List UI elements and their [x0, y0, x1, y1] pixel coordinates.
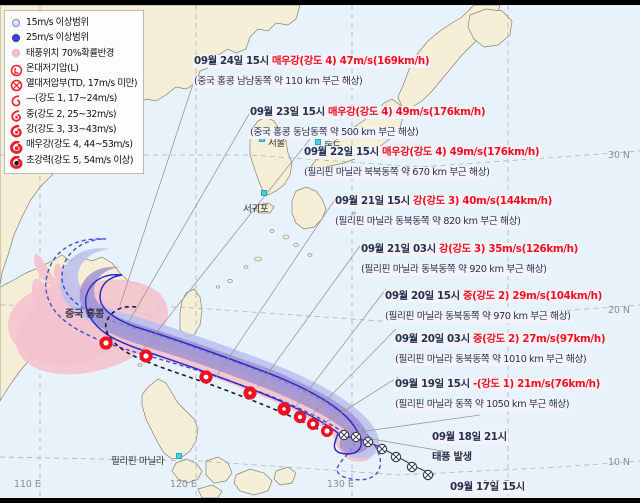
forecast-label-3: 09월 21일 15시 강(강도 3) 40m/s(144km/h) (필리핀 …	[334, 195, 553, 228]
legend-item-8: 매우강(강도 4, 44~53m/s)	[9, 137, 139, 154]
circle-filled-pink-icon	[9, 47, 24, 60]
history-point-symbol	[406, 461, 418, 473]
history-track-group	[337, 429, 435, 481]
typhoon-grade3-symbol-icon	[9, 123, 24, 138]
map-canvas[interactable]: 110 E 120 E 130 E 140 E 30 N 20 N 10 N 서…	[0, 5, 640, 498]
history-point-symbol	[350, 431, 362, 443]
forecast-symbol-current	[321, 425, 333, 437]
lat-label-30n: 30 N	[608, 150, 630, 161]
tropical-depression-symbol-icon	[9, 77, 24, 92]
forecast-symbol-group	[99, 336, 333, 437]
legend-item-6: 중(강도 2, 25~32m/s)	[9, 107, 139, 122]
forecast-symbol-point	[243, 386, 257, 400]
legend-item-1: 25m/s 이상범위	[9, 30, 139, 45]
region-label-china-hongkong: 중국 홍콩	[65, 308, 104, 320]
wind-25ms-area	[79, 266, 370, 454]
circle-filled-blue-icon	[9, 31, 24, 44]
forecast-label-2: 09월 22일 15시 매우강(강도 4) 49m/s(176km/h) (필리…	[303, 146, 541, 179]
circle-outline-light-blue-icon	[9, 16, 24, 29]
place-marker-icon	[261, 190, 267, 196]
legend-item-3: 온대저기압(L)	[9, 61, 139, 77]
forecast-track-centerline	[104, 305, 319, 430]
forecast-label-5: 09월 20일 15시 중(강도 2) 29m/s(104km/h) (필리핀 …	[384, 290, 603, 323]
lon-label-110e: 110 E	[14, 479, 41, 490]
history-point-symbol	[362, 436, 374, 448]
forecast-symbol-point	[307, 418, 319, 430]
place-label-seogwipo: 서귀포	[243, 190, 269, 215]
lat-label-20n: 20 N	[608, 305, 630, 316]
legend-item-9: 초강력(강도 5, 54m/s 이상)	[9, 153, 139, 169]
history-point-symbol	[390, 451, 402, 463]
legend-item-4: 열대저압부(TD, 17m/s 미만)	[9, 76, 139, 92]
place-marker-icon	[315, 139, 321, 145]
history-point-symbol	[338, 429, 350, 441]
place-label-manila: 필리핀 마닐라	[111, 453, 182, 467]
forecast-symbol-point	[199, 370, 213, 384]
leader-line-group	[119, 74, 481, 456]
wind-25ms-outline	[84, 273, 362, 455]
history-label-0: 09월 18일 21시 태풍 발생	[431, 431, 508, 464]
legend-item-7: 강(강도 3, 33~43m/s)	[9, 122, 139, 138]
history-point-symbol	[376, 443, 388, 455]
typhoon-grade4-symbol-icon	[9, 139, 24, 154]
forecast-label-1: 09월 23일 15시 매우강(강도 4) 49m/s(176km/h) (중국…	[249, 106, 487, 139]
legend-item-2: 태풍위치 70%확률반경	[9, 46, 139, 61]
forecast-label-7: 09월 19일 15시 -(강도 1) 21m/s(76km/h) (필리핀 마…	[394, 378, 601, 411]
legend-item-0: 15m/s 이상범위	[9, 15, 139, 30]
history-label-1: 09월 17일 15시	[449, 481, 526, 494]
typhoon-grade5-symbol-icon	[9, 154, 24, 169]
lon-label-130e: 130 E	[327, 479, 354, 490]
typhoon-grade1-symbol-icon	[9, 93, 24, 107]
place-marker-icon	[176, 453, 182, 459]
forecast-label-0: 09월 24일 15시 매우강(강도 4) 47m/s(169km/h) (중국…	[193, 55, 431, 88]
lat-label-10n: 10 N	[608, 457, 630, 468]
map-legend: 15m/s 이상범위 25m/s 이상범위 태풍위치 70%확률반경	[4, 10, 144, 174]
legend-item-5: —(강도 1, 17~24m/s)	[9, 91, 139, 107]
forecast-symbol-point	[277, 402, 291, 416]
forecast-label-4: 09월 21일 03시 강(강도 3) 35m/s(126km/h) (필리핀 …	[360, 243, 579, 276]
forecast-label-6: 09월 20일 03시 중(강도 2) 27m/s(97km/h) (필리핀 마…	[394, 333, 607, 366]
forecast-symbol-point	[99, 336, 113, 350]
extratropical-low-symbol-icon	[9, 62, 24, 77]
lon-label-120e: 120 E	[170, 479, 197, 490]
forecast-symbol-point	[293, 410, 307, 424]
history-point-symbol	[422, 469, 434, 481]
forecast-symbol-point	[139, 349, 153, 363]
typhoon-grade2-symbol-icon	[9, 108, 24, 122]
